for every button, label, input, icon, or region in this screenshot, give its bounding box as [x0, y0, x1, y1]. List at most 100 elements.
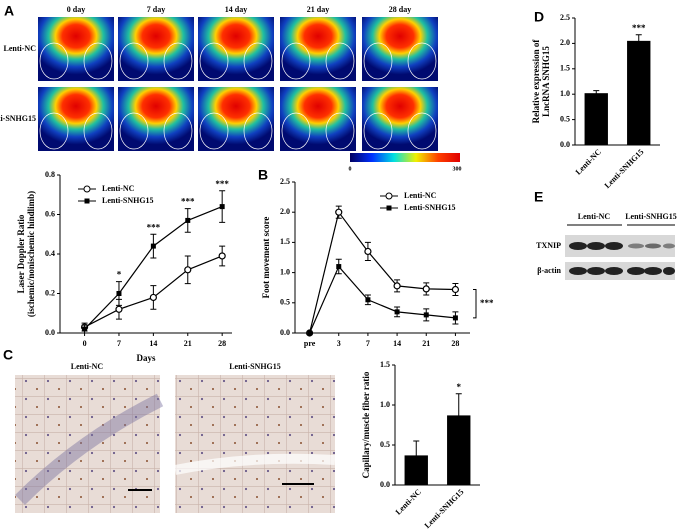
y-tick-label: 0.0: [380, 480, 390, 489]
tissue-image: [175, 375, 335, 513]
protein-label: β-actin: [537, 266, 561, 275]
x-tick-label: 21: [184, 339, 192, 348]
roi: [407, 112, 437, 150]
tissue-band: [174, 453, 336, 475]
x-tick-label: 0: [83, 339, 87, 348]
ldpi-image: [198, 17, 274, 81]
colorbar-min: 0: [349, 166, 352, 172]
marker: [394, 309, 400, 315]
x-tick-label: Lenti-NC: [574, 147, 603, 176]
row-label: Lenti-SNHG15: [0, 114, 36, 123]
legend-label: Lenti-SNHG15: [404, 203, 456, 212]
bar: [584, 93, 608, 145]
roi: [325, 112, 355, 150]
roi: [163, 112, 193, 150]
y-tick-label: 1.0: [560, 89, 570, 98]
image-label: Lenti-SNHG15: [229, 362, 281, 371]
panel-letter: A: [4, 3, 14, 19]
roi: [163, 42, 193, 80]
image-label: Lenti-NC: [71, 362, 104, 371]
y-tick-label: 1.0: [280, 267, 290, 276]
error-bar: [635, 34, 642, 48]
error-bar: [593, 90, 600, 97]
roi: [407, 42, 437, 80]
marker: [307, 330, 313, 336]
column-label: 14 day: [225, 5, 247, 14]
legend-marker: [83, 185, 91, 193]
y-tick-label: 1.5: [380, 360, 390, 369]
marker: [336, 264, 342, 270]
colorbar: [350, 153, 460, 162]
x-tick-label: Lenti-SNHG15: [603, 147, 646, 190]
y-tick-label: 2.0: [560, 38, 570, 47]
roi: [281, 112, 311, 150]
y-tick-label: 0.0: [45, 328, 55, 337]
x-tick-label: 14: [393, 339, 401, 348]
roi: [363, 112, 393, 150]
y-tick-label: 0.8: [45, 170, 55, 179]
marker: [423, 312, 429, 318]
y-axis-label: (ischemic/nonischemic hindlimb): [26, 191, 36, 317]
image-panels: [38, 17, 438, 151]
y-tick-label: 0.0: [280, 328, 290, 337]
significance: ***: [147, 222, 161, 232]
roi: [325, 42, 355, 80]
marker: [393, 282, 401, 290]
marker: [150, 243, 156, 249]
column-label: 7 day: [147, 5, 165, 14]
legend-label: Lenti-NC: [102, 184, 135, 193]
y-axis-label: LncRNA SNHG15: [541, 46, 551, 117]
panel-letter: C: [3, 347, 13, 363]
marker: [82, 326, 88, 332]
roi: [199, 42, 229, 80]
ldpi-image: [198, 87, 274, 151]
legend-label: Lenti-SNHG15: [102, 196, 154, 205]
series-line: [308, 210, 456, 334]
y-axis-label: Laser Doppler Ratio: [16, 214, 26, 293]
y-tick-label: 2.5: [560, 13, 570, 22]
bar: [627, 40, 651, 145]
marker: [452, 315, 458, 321]
group-label: Lenti-SNHG15: [625, 212, 677, 221]
y-tick-label: 0.5: [280, 298, 290, 307]
ldpi-image: [362, 87, 438, 151]
column-label: 28 day: [389, 5, 411, 14]
x-axis-label: Days: [136, 353, 155, 363]
roi: [243, 42, 273, 80]
ldpi-image: [280, 17, 356, 81]
roi: [243, 112, 273, 150]
bracket-label: ***: [480, 298, 494, 308]
x-tick-label: 3: [337, 339, 341, 348]
ldpi-image: [38, 87, 114, 151]
x-tick-label: 28: [218, 339, 226, 348]
series-line: [309, 265, 456, 334]
group-label: Lenti-NC: [578, 212, 611, 221]
roi: [39, 42, 69, 80]
significance: *: [457, 382, 462, 392]
x-tick-label: Lenti-SNHG15: [423, 487, 466, 530]
roi: [281, 42, 311, 80]
marker: [364, 247, 372, 256]
x-tick-label: 14: [149, 339, 157, 348]
y-tick-label: 2.0: [280, 207, 290, 216]
row-label: Lenti-NC: [4, 44, 37, 53]
ldpi-image: [38, 17, 114, 81]
panel-letter: B: [258, 167, 268, 183]
significance: ***: [215, 179, 229, 189]
marker: [116, 291, 122, 296]
error-bar: [413, 440, 420, 471]
legend-label: Lenti-NC: [404, 191, 437, 200]
marker: [451, 285, 460, 294]
marker: [185, 217, 191, 223]
y-tick-label: 0.0: [560, 140, 570, 149]
marker: [335, 208, 343, 216]
column-label: 21 day: [307, 5, 329, 14]
y-tick-label: 0.2: [45, 288, 55, 297]
y-tick-label: 0.4: [45, 249, 55, 258]
x-tick-label: 28: [451, 339, 459, 348]
legend-marker: [386, 205, 392, 211]
y-tick-label: 0.5: [380, 440, 390, 449]
roi: [119, 42, 149, 80]
protein-label: TXNIP: [536, 241, 561, 250]
